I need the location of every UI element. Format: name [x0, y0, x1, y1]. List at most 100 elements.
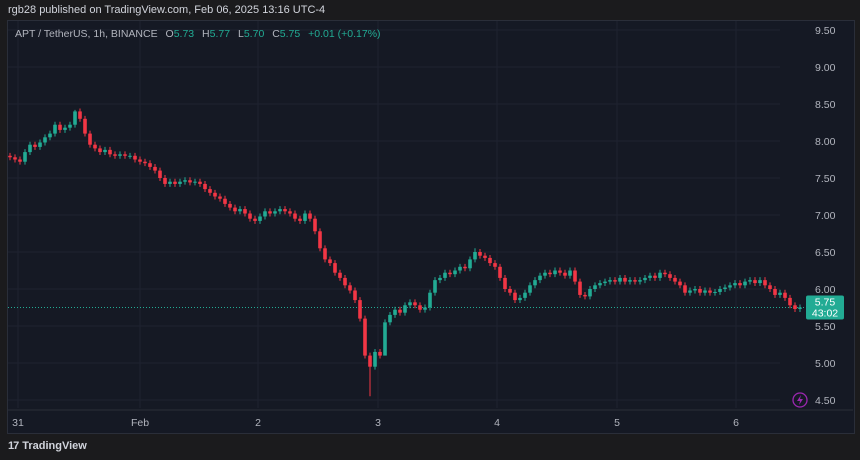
candle-up [688, 290, 692, 293]
candle-down [653, 275, 657, 278]
candle-up [458, 266, 462, 271]
y-tick-label: 9.50 [815, 25, 836, 37]
candle-up [73, 111, 77, 125]
candle-down [488, 257, 492, 264]
candle-down [793, 305, 797, 309]
candle-down [83, 118, 87, 134]
candle-down [358, 300, 362, 319]
candle-up [568, 270, 572, 276]
candle-up [703, 290, 707, 293]
candle-down [513, 292, 517, 301]
candle-down [78, 111, 82, 119]
candle-down [158, 170, 162, 178]
x-tick-label: Feb [131, 417, 149, 429]
x-tick-label: 2 [255, 417, 261, 429]
low-value: 5.70 [243, 28, 265, 40]
candle-down [448, 272, 452, 275]
candle-down [298, 218, 302, 221]
candle-up [443, 272, 447, 278]
candle-up [643, 277, 647, 281]
candle-up [778, 292, 782, 295]
candle-up [388, 314, 392, 323]
y-tick-label: 7.00 [815, 210, 836, 222]
candle-down [133, 155, 137, 160]
candle-down [338, 272, 342, 278]
candle-down [463, 266, 467, 269]
candle-down [668, 274, 672, 278]
candle-up [193, 181, 197, 183]
candle-up [648, 275, 652, 278]
candle-up [303, 213, 307, 221]
candle-down [483, 255, 487, 258]
candle-down [328, 259, 332, 264]
candle-down [753, 280, 757, 284]
candle-up [533, 280, 537, 286]
lightning-icon[interactable] [792, 392, 808, 408]
candle-down [478, 252, 482, 256]
candle-up [433, 280, 437, 293]
candle-up [373, 351, 377, 367]
candle-down [348, 285, 352, 291]
candle-down [108, 149, 112, 155]
candle-down [768, 285, 772, 289]
candle-up [528, 285, 532, 293]
candle-up [38, 142, 42, 147]
candle-up [383, 322, 387, 356]
candle-down [88, 133, 92, 145]
candle-down [583, 294, 587, 297]
candle-up [68, 124, 72, 128]
x-tick-label: 3 [375, 417, 381, 429]
candle-down [573, 270, 577, 282]
candle-up [538, 275, 542, 281]
candle-up [588, 289, 592, 297]
candle-down [58, 124, 62, 130]
high-value: 5.77 [209, 28, 231, 40]
candle-down [98, 148, 102, 153]
candle-down [138, 159, 142, 162]
chart-pane[interactable] [7, 20, 855, 434]
candle-up [553, 270, 557, 275]
candle-down [113, 154, 117, 156]
y-tick-label: 4.50 [815, 395, 836, 407]
candle-down [188, 180, 192, 183]
candle-down [508, 289, 512, 293]
candle-up [713, 291, 717, 293]
open-value: 5.73 [173, 28, 195, 40]
y-tick-label: 8.50 [815, 99, 836, 111]
candle-up [468, 259, 472, 269]
candle-down [243, 209, 247, 214]
candle-down [293, 213, 297, 219]
candle-down [708, 290, 712, 293]
candle-down [413, 302, 417, 306]
candle-up [28, 144, 32, 153]
candle-down [683, 285, 687, 293]
candle-up [403, 305, 407, 313]
candle-down [228, 203, 232, 208]
candle-down [558, 270, 562, 273]
symbol-legend: APT / TetherUS, 1h, BINANCE O5.73 H5.77 … [15, 28, 381, 40]
symbol-label: APT / TetherUS, 1h, BINANCE [15, 28, 158, 40]
x-tick-label: 5 [614, 417, 620, 429]
candle-up [178, 181, 182, 184]
candle-up [798, 307, 802, 309]
candle-up [608, 280, 612, 282]
candle-up [258, 216, 262, 221]
candle-down [18, 159, 22, 162]
candle-down [363, 318, 367, 356]
candle-down [223, 198, 227, 204]
price-tag [806, 295, 844, 320]
candle-down [13, 157, 17, 160]
candle-down [673, 277, 677, 282]
y-tick-label: 8.00 [815, 136, 836, 148]
close-value: 5.75 [279, 28, 301, 40]
candle-down [763, 280, 767, 286]
candle-down [353, 290, 357, 301]
tradingview-logo-icon: 17 [8, 440, 19, 452]
candle-up [658, 272, 662, 278]
candle-up [593, 285, 597, 289]
candle-down [213, 192, 217, 197]
candle-up [473, 252, 477, 260]
candle-down [33, 144, 37, 147]
candle-up [733, 283, 737, 286]
